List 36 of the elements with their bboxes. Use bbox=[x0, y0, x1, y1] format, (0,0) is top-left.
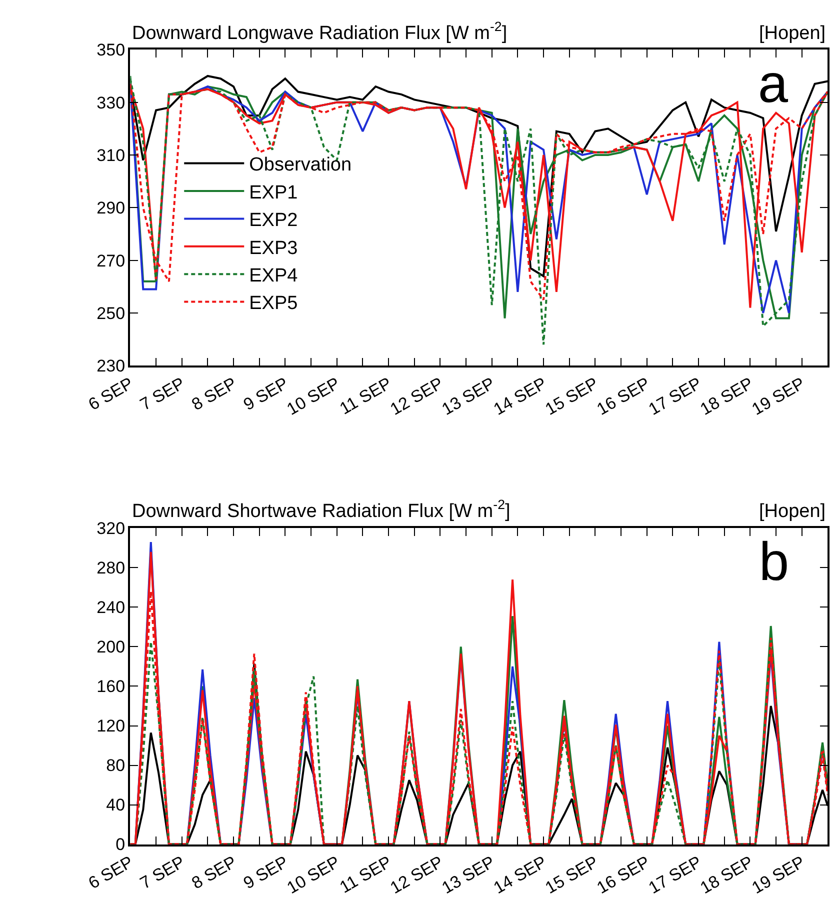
y-tick-label: 350 bbox=[96, 40, 126, 60]
legend-label: EXP3 bbox=[249, 238, 298, 259]
x-tick-label: 8 SEP bbox=[188, 852, 240, 893]
y-tick-label: 280 bbox=[96, 558, 126, 578]
y-tick-label: 40 bbox=[106, 796, 126, 815]
y-tick-label: 230 bbox=[96, 356, 126, 376]
y-tick-label: 80 bbox=[106, 756, 126, 776]
y-tick-label: 320 bbox=[96, 519, 126, 538]
y-tick-label: 240 bbox=[96, 598, 126, 618]
chart-title: Downward Shortwave Radiation Flux [W m$^{-2}$] bbox=[132, 497, 510, 522]
x-tick-label: 8 SEP bbox=[188, 374, 240, 414]
y-tick-label: 310 bbox=[96, 146, 126, 165]
x-tick-label: 6 SEP bbox=[85, 374, 136, 414]
annotation: a bbox=[758, 54, 789, 114]
x-tick-label: 19 SEP bbox=[748, 374, 808, 419]
y-tick-label: 200 bbox=[96, 638, 126, 657]
y-tick-label: 330 bbox=[96, 93, 126, 112]
x-tick-label: 7 SEP bbox=[136, 374, 188, 414]
x-tick-label: 6 SEP bbox=[85, 852, 136, 893]
y-tick-label: 290 bbox=[96, 198, 126, 218]
y-tick-label: 160 bbox=[96, 677, 126, 696]
chart-title: Downward Longwave Radiation Flux [W m$^{-2}$] bbox=[132, 19, 508, 44]
text: [Hopen] bbox=[759, 23, 826, 44]
y-tick-label: 120 bbox=[96, 716, 126, 736]
annotation: b bbox=[759, 532, 790, 592]
x-tick-label: 19 SEP bbox=[748, 852, 808, 898]
legend-label: EXP4 bbox=[249, 266, 298, 287]
x-tick-label: 7 SEP bbox=[136, 852, 188, 893]
y-tick-label: 250 bbox=[96, 304, 126, 323]
legend-label: EXP2 bbox=[249, 210, 298, 232]
legend-label: EXP5 bbox=[249, 293, 298, 314]
text: [Hopen] bbox=[759, 501, 826, 522]
legend-label: EXP1 bbox=[249, 182, 298, 204]
legend-label: Observation bbox=[249, 154, 352, 176]
y-tick-label: 0 bbox=[116, 835, 126, 854]
y-tick-label: 270 bbox=[96, 251, 126, 270]
